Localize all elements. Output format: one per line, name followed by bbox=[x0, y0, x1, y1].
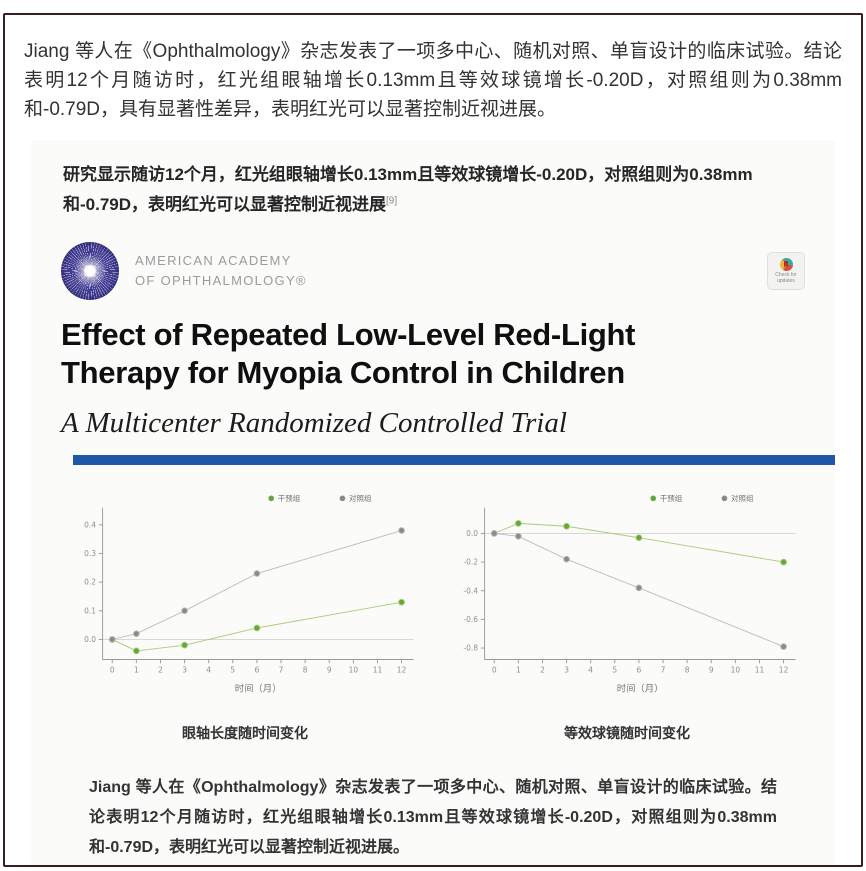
x-tick-label: 8 bbox=[303, 665, 308, 674]
spherical-equivalent-chart-block: 0.0 -0.2 -0.4 -0.6 -0.8 0 1 2 3 4 5 6 7 8 9 10 11 12 时间（月）… bbox=[449, 489, 805, 744]
x-tick-label: 5 bbox=[612, 665, 617, 674]
x-axis-label: 时间（月） bbox=[235, 682, 282, 694]
study-summary: 研究显示随访12个月，红光组眼轴增长0.13mm且等效球镜增长-0.20D，对照… bbox=[61, 160, 805, 220]
badge-text-line1: Check for bbox=[775, 271, 797, 278]
x-tick-label: 10 bbox=[349, 665, 359, 674]
data-point-intervention bbox=[132, 647, 140, 655]
series-line-control bbox=[112, 529, 402, 640]
data-point-control bbox=[181, 607, 188, 614]
x-tick-label: 9 bbox=[709, 665, 714, 674]
spherical-equivalent-chart: 0.0-0.2-0.4-0.6-0.80 1 2 3 4 5 6 7 8 9 10 11 12时间（月）… bbox=[463, 493, 796, 694]
crossmark-icon bbox=[779, 257, 793, 271]
data-point-intervention bbox=[514, 519, 522, 527]
legend-dot-control bbox=[721, 495, 728, 501]
y-tick-label: -0.2 bbox=[463, 557, 478, 566]
x-tick-label: 12 bbox=[779, 665, 789, 674]
legend-label-intervention: 干预组 bbox=[660, 493, 683, 503]
data-point-intervention bbox=[635, 534, 643, 541]
aao-org-name: AMERICAN ACADEMY OF OPHTHALMOLOGY® bbox=[135, 251, 307, 290]
x-tick-label: 11 bbox=[755, 665, 765, 674]
x-tick-label: 7 bbox=[279, 665, 284, 674]
y-tick-label: 0.2 bbox=[84, 578, 96, 587]
y-tick-label: 0.4 bbox=[84, 520, 96, 529]
x-tick-label: 4 bbox=[588, 665, 593, 674]
legend-dot-intervention bbox=[650, 495, 657, 501]
axial-length-chart-block: 0.0 0.1 0.2 0.3 0.4 0 1 2 3 4 5 6 7 8 9 10 11 12 时间（月） 干预组对… bbox=[67, 489, 423, 744]
axial-length-chart-host: 0.0 0.1 0.2 0.3 0.4 0 1 2 3 4 5 6 7 8 9 10 11 12 时间（月） 干预组对… bbox=[67, 489, 423, 708]
data-point-control bbox=[253, 569, 261, 577]
x-tick-label: 0 bbox=[492, 665, 497, 674]
x-tick-label: 9 bbox=[327, 665, 332, 674]
data-point-control bbox=[398, 526, 405, 534]
y-tick-label: -0.8 bbox=[463, 643, 478, 652]
chart-caption: 眼轴长度随时间变化 bbox=[182, 725, 308, 742]
data-point-intervention bbox=[780, 558, 787, 566]
aao-org-line2: OF OPHTHALMOLOGY® bbox=[135, 272, 307, 288]
x-tick-label: 6 bbox=[255, 665, 260, 674]
x-tick-label: 6 bbox=[637, 665, 642, 674]
x-tick-label: 4 bbox=[206, 665, 211, 674]
study-summary-text: 研究显示随访12个月，红光组眼轴增长0.13mm且等效球镜增长-0.20D，对照… bbox=[63, 165, 753, 214]
bookmark-icon bbox=[784, 260, 788, 268]
data-point-control bbox=[490, 529, 498, 537]
aao-org-line1: AMERICAN ACADEMY bbox=[135, 253, 292, 268]
x-tick-label: 12 bbox=[397, 665, 407, 674]
axial-length-chart: 0.00.10.20.30.40 1 2 3 4 5 6 7 8 9 10 11 12时间（月）干预组对… bbox=[84, 493, 414, 694]
data-point-intervention bbox=[253, 624, 261, 632]
legend-label-intervention: 干预组 bbox=[278, 493, 301, 503]
legend-label-control: 对照组 bbox=[349, 493, 372, 503]
journal-header: AMERICAN ACADEMY OF OPHTHALMOLOGY® Check… bbox=[61, 241, 805, 300]
data-point-intervention bbox=[563, 522, 570, 530]
x-tick-label: 0 bbox=[110, 665, 115, 674]
article-screenshot: 研究显示随访12个月，红光组眼轴增长0.13mm且等效球镜增长-0.20D，对照… bbox=[31, 140, 835, 865]
charts-row: 0.0 0.1 0.2 0.3 0.4 0 1 2 3 4 5 6 7 8 9 10 11 12 时间（月） 干预组对… bbox=[61, 489, 805, 744]
page-frame: Jiang 等人在《Ophthalmology》杂志发表了一项多中心、随机对照、… bbox=[3, 13, 863, 867]
data-point-control bbox=[108, 635, 116, 643]
x-tick-label: 2 bbox=[540, 665, 545, 674]
legend-label-control: 对照组 bbox=[731, 493, 754, 503]
y-tick-label: 0.0 bbox=[84, 635, 96, 644]
paper-subtitle: A Multicenter Randomized Controlled Tria… bbox=[61, 406, 567, 439]
x-tick-label: 1 bbox=[516, 665, 521, 674]
aao-starburst-logo-icon bbox=[61, 241, 119, 300]
chart-caption: 等效球镜随时间变化 bbox=[564, 725, 690, 742]
intro-paragraph: Jiang 等人在《Ophthalmology》杂志发表了一项多中心、随机对照、… bbox=[24, 41, 842, 120]
data-point-intervention bbox=[181, 641, 188, 649]
x-axis-label: 时间（月） bbox=[617, 682, 664, 694]
blue-divider-bar bbox=[73, 454, 835, 465]
y-tick-label: 0.1 bbox=[84, 606, 96, 615]
reference-link[interactable]: [9] bbox=[386, 195, 398, 207]
x-tick-label: 10 bbox=[731, 665, 741, 674]
data-point-control bbox=[563, 555, 570, 563]
legend-dot-intervention bbox=[268, 495, 275, 501]
y-tick-label: 0.3 bbox=[84, 549, 96, 558]
check-for-updates-badge[interactable]: Check for updates bbox=[767, 251, 805, 290]
badge-text-line2: updates bbox=[777, 277, 795, 284]
data-point-control bbox=[780, 642, 787, 650]
footer-paragraph: Jiang 等人在《Ophthalmology》杂志发表了一项多中心、随机对照、… bbox=[89, 779, 777, 856]
x-tick-label: 3 bbox=[564, 665, 569, 674]
x-tick-label: 11 bbox=[373, 665, 383, 674]
x-tick-label: 7 bbox=[661, 665, 666, 674]
series-line-intervention bbox=[494, 522, 784, 563]
x-tick-label: 2 bbox=[158, 665, 163, 674]
data-point-control bbox=[514, 532, 522, 540]
data-point-control bbox=[132, 630, 140, 637]
spherical-equivalent-chart-host: 0.0 -0.2 -0.4 -0.6 -0.8 0 1 2 3 4 5 6 7 8 9 10 11 12 时间（月）… bbox=[449, 489, 805, 708]
x-tick-label: 5 bbox=[230, 665, 235, 674]
legend-dot-control bbox=[339, 495, 346, 501]
y-tick-label: 0.0 bbox=[466, 529, 478, 538]
data-point-intervention bbox=[398, 598, 405, 606]
y-tick-label: -0.4 bbox=[463, 586, 478, 595]
x-tick-label: 1 bbox=[134, 665, 139, 674]
x-tick-label: 8 bbox=[685, 665, 690, 674]
paper-title: Effect of Repeated Low-Level Red-Light T… bbox=[61, 316, 636, 390]
y-tick-label: -0.6 bbox=[463, 615, 478, 624]
x-tick-label: 3 bbox=[182, 665, 187, 674]
data-point-control bbox=[635, 584, 643, 591]
